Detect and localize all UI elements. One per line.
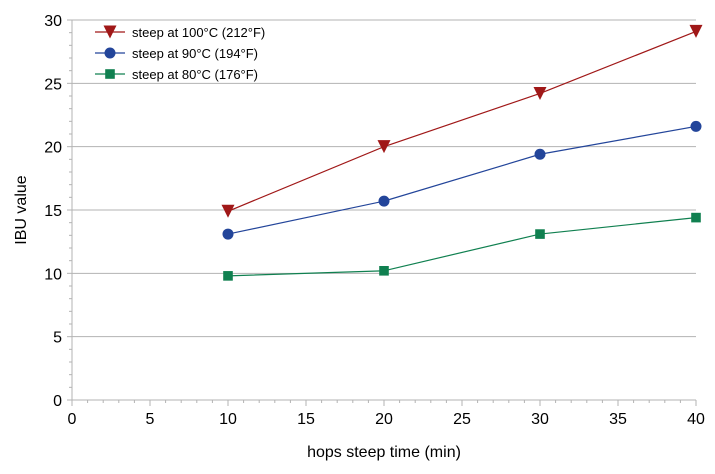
y-tick-label: 10 — [44, 266, 62, 283]
data-point — [223, 271, 233, 281]
data-point — [690, 120, 702, 132]
x-axis-title: hops steep time (min) — [307, 444, 461, 461]
legend-label: steep at 90°C (194°F) — [132, 46, 258, 61]
legend: steep at 100°C (212°F) steep at 90°C (194… — [95, 25, 265, 82]
y-tick-label: 15 — [44, 203, 62, 220]
data-point — [378, 195, 390, 207]
x-tick-label: 0 — [68, 411, 77, 428]
data-point — [222, 228, 234, 240]
x-tick-label: 40 — [687, 411, 705, 428]
y-tick-label: 20 — [44, 140, 62, 157]
legend-item: steep at 100°C (212°F) — [95, 25, 265, 40]
data-point — [535, 229, 545, 239]
legend-marker — [104, 47, 116, 59]
legend-marker — [105, 69, 115, 79]
legend-label: steep at 100°C (212°F) — [132, 25, 265, 40]
legend-marker — [103, 25, 117, 39]
x-tick-label: 30 — [531, 411, 549, 428]
series-circle — [222, 120, 702, 240]
x-tick-label: 15 — [297, 411, 315, 428]
x-tick-label: 10 — [219, 411, 237, 428]
x-tick-label: 20 — [375, 411, 393, 428]
y-tick-label: 25 — [44, 76, 62, 93]
legend-item: steep at 80°C (176°F) — [95, 67, 258, 82]
series-line — [227, 125, 697, 235]
data-point — [221, 204, 235, 218]
x-tick-label: 5 — [146, 411, 155, 428]
x-tick-label: 25 — [453, 411, 471, 428]
data-point — [377, 140, 391, 154]
gridlines — [72, 19, 696, 338]
series-triangle-down — [221, 24, 703, 218]
y-tick-label: 0 — [53, 393, 62, 410]
legend-label: steep at 80°C (176°F) — [132, 67, 258, 82]
series-group — [221, 24, 703, 281]
y-tick-label: 5 — [53, 330, 62, 347]
data-point — [691, 212, 701, 223]
legend-item: steep at 90°C (194°F) — [95, 46, 258, 61]
series-square — [223, 212, 701, 281]
data-point — [534, 148, 546, 160]
data-point — [533, 86, 547, 100]
axes: 0 5 10 15 20 25 30 0 5 10 15 20 25 30 35 40 — [44, 13, 705, 428]
y-axis-title: IBU value — [13, 175, 30, 244]
series-line — [227, 217, 697, 277]
data-point — [379, 266, 389, 276]
y-tick-label: 30 — [44, 13, 62, 30]
x-tick-label: 35 — [609, 411, 627, 428]
data-point — [689, 24, 703, 38]
series-line — [227, 30, 697, 212]
